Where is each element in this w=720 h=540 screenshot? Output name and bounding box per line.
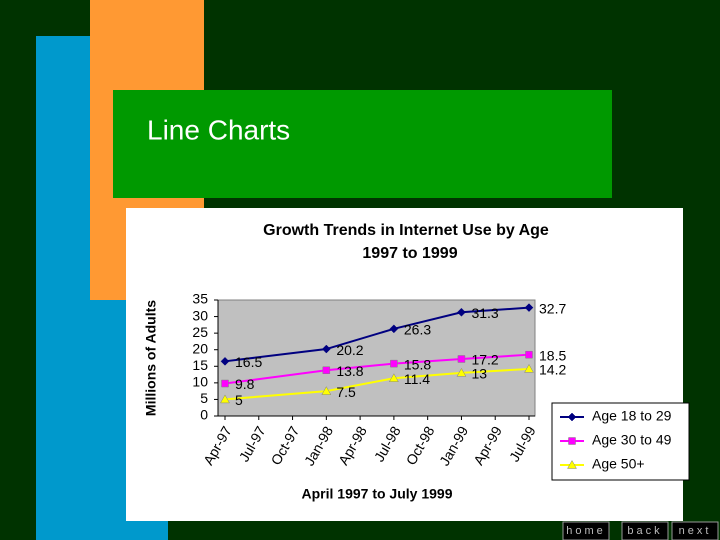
slide-title: Line Charts <box>147 114 290 145</box>
nav-label[interactable]: next <box>679 525 712 537</box>
marker <box>321 386 332 395</box>
marker <box>567 412 577 422</box>
y-tick-label: 35 <box>192 291 208 307</box>
y-tick-label: 15 <box>192 357 208 373</box>
nav-button[interactable] <box>621 521 669 540</box>
marker <box>220 394 230 404</box>
marker <box>388 373 399 382</box>
data-label: 14.2 <box>539 362 566 378</box>
marker <box>567 459 577 469</box>
marker <box>524 363 534 373</box>
data-label: 9.8 <box>235 376 255 392</box>
nav-label[interactable]: back <box>627 525 662 537</box>
nav-button[interactable] <box>562 521 610 540</box>
data-label: 26.3 <box>404 322 431 338</box>
x-axis-label: April 1997 to July 1999 <box>302 486 453 502</box>
y-tick-label: 20 <box>192 340 208 356</box>
legend-label: Age 30 to 49 <box>592 432 672 448</box>
data-label: 16.5 <box>235 354 262 370</box>
legend-label: Age 50+ <box>592 456 645 472</box>
data-label: 31.3 <box>471 305 498 321</box>
y-tick-label: 25 <box>192 324 208 340</box>
marker <box>524 303 534 312</box>
marker <box>221 379 229 388</box>
y-tick-label: 0 <box>200 407 208 423</box>
legend-label: Age 18 to 29 <box>592 408 672 424</box>
y-axis-label: Millions of Adults <box>143 300 159 416</box>
marker <box>456 367 467 377</box>
data-label: 13.8 <box>336 363 363 379</box>
y-tick-label: 5 <box>200 390 208 406</box>
marker <box>321 344 331 354</box>
marker <box>457 307 466 317</box>
chart-subtitle: 1997 to 1999 <box>362 245 457 262</box>
nav-button[interactable] <box>671 521 719 540</box>
data-label: 18.5 <box>539 347 566 363</box>
data-label: 17.2 <box>471 352 498 368</box>
marker <box>220 356 230 366</box>
y-tick-label: 30 <box>192 307 208 323</box>
marker <box>457 355 466 363</box>
data-label: 32.7 <box>539 300 566 316</box>
nav-label[interactable]: home <box>566 525 606 537</box>
data-label: 11.4 <box>404 371 430 387</box>
marker <box>525 350 533 359</box>
y-tick-label: 10 <box>192 374 208 390</box>
title-band <box>113 90 612 198</box>
data-label: 15.8 <box>404 356 431 372</box>
marker <box>390 359 398 368</box>
marker <box>568 437 576 445</box>
marker <box>389 324 399 334</box>
data-label: 20.2 <box>336 342 363 358</box>
data-label: 7.5 <box>336 384 356 400</box>
data-label: 5 <box>235 392 243 408</box>
data-label: 13 <box>471 366 487 382</box>
chart-title: Growth Trends in Internet Use by Age <box>263 222 549 239</box>
marker <box>322 366 331 375</box>
